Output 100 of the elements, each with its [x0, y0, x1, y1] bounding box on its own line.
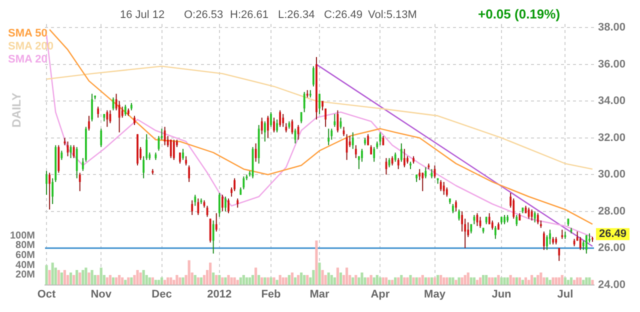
bar — [212, 272, 215, 285]
candlestick — [185, 156, 187, 166]
bar — [588, 277, 591, 285]
bar — [242, 274, 245, 285]
bar — [500, 277, 503, 285]
bar — [48, 270, 51, 285]
bar — [136, 270, 139, 285]
candlestick — [266, 115, 269, 138]
x-tick-label: Jul — [557, 288, 574, 300]
x-tick-label: May — [424, 288, 446, 300]
candlestick — [397, 158, 400, 170]
candlestick — [182, 148, 184, 160]
bar — [90, 270, 94, 285]
bar — [300, 272, 303, 285]
bar — [397, 277, 400, 285]
bar — [82, 270, 84, 285]
bar — [303, 274, 306, 285]
bar — [178, 277, 182, 285]
bar — [546, 277, 548, 285]
bar — [327, 272, 330, 285]
bar — [579, 277, 582, 285]
bar — [554, 277, 558, 285]
bar — [266, 277, 270, 285]
candlestick — [106, 110, 108, 128]
bar — [454, 280, 458, 285]
bar — [509, 274, 512, 285]
bar — [194, 274, 196, 285]
bar — [336, 268, 339, 285]
candlestick — [579, 236, 582, 250]
candlestick — [76, 146, 78, 179]
y2-tick-label: 20M — [16, 270, 35, 281]
bar — [576, 277, 579, 285]
bar — [406, 277, 409, 285]
candlestick — [273, 117, 275, 133]
y-tick-label: 24.00 — [598, 278, 626, 291]
candlestick — [504, 214, 506, 225]
bar — [221, 277, 224, 285]
bar — [130, 277, 133, 285]
bar — [570, 277, 573, 285]
bar — [354, 274, 358, 285]
bar — [446, 277, 448, 285]
bar — [372, 277, 376, 285]
bar — [482, 274, 485, 285]
series-label: SMA 20 — [8, 54, 48, 66]
candlestick — [422, 172, 424, 192]
text: 16 Jul 12 — [120, 9, 165, 22]
candlestick — [470, 224, 472, 234]
bar — [276, 280, 278, 285]
candlestick — [194, 194, 196, 206]
bar — [427, 277, 430, 285]
candlestick — [264, 120, 266, 142]
bar — [552, 277, 554, 285]
bar — [466, 272, 470, 285]
bar — [227, 274, 230, 285]
bar — [306, 274, 309, 285]
candlestick — [46, 170, 48, 196]
bar — [45, 265, 48, 285]
candlestick — [303, 91, 306, 113]
candlestick — [179, 152, 181, 164]
bar — [400, 274, 403, 285]
bar — [494, 277, 497, 285]
bar — [515, 277, 518, 285]
bar — [233, 277, 236, 285]
candlestick — [218, 192, 220, 218]
candlestick — [370, 144, 372, 155]
text: 26.49 — [599, 228, 627, 240]
bar — [51, 262, 54, 285]
candlestick — [534, 210, 536, 223]
bar — [258, 274, 260, 285]
y2-tick-label: 100M — [10, 230, 35, 242]
bar — [270, 277, 272, 285]
bar — [218, 274, 221, 285]
candlestick — [312, 66, 314, 87]
y-tick-label: 34.00 — [598, 95, 626, 108]
bar — [540, 272, 542, 285]
bar — [548, 280, 552, 285]
bar — [436, 274, 440, 285]
bar — [224, 277, 227, 285]
x-tick-label: Mar — [310, 288, 330, 300]
bar — [412, 277, 415, 285]
x-tick-label: Apr — [370, 288, 390, 300]
bar — [108, 274, 112, 285]
candlestick — [543, 231, 545, 250]
bar — [530, 274, 534, 285]
bar — [488, 277, 491, 285]
candlestick — [324, 108, 327, 128]
candlestick — [276, 119, 278, 133]
bar — [318, 262, 321, 285]
bar — [360, 272, 364, 285]
candlestick — [418, 168, 421, 181]
bar — [264, 277, 266, 285]
bar — [321, 270, 324, 285]
candlestick — [100, 128, 102, 148]
bar — [403, 277, 406, 285]
bar — [230, 277, 233, 285]
candlestick — [400, 142, 402, 162]
bar — [591, 280, 594, 285]
bar — [339, 272, 342, 285]
candlestick — [242, 176, 245, 190]
bar — [76, 270, 78, 285]
